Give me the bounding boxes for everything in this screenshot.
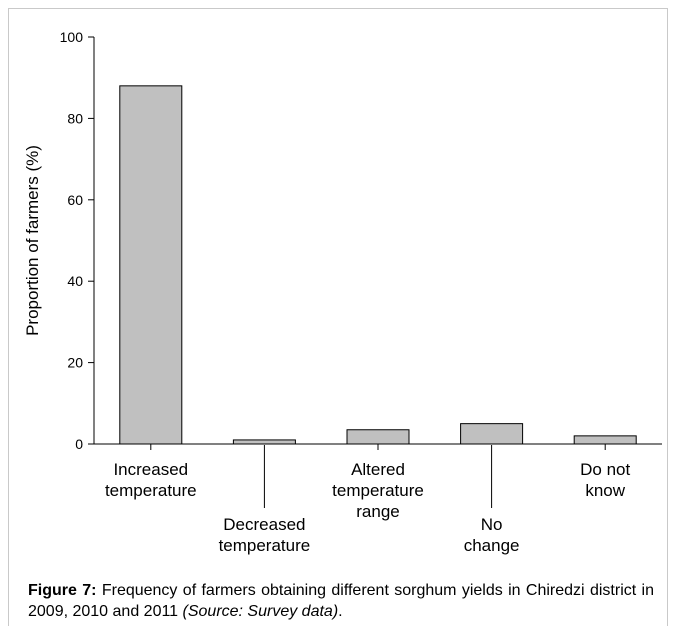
y-axis-label: Proportion of farmers (%) [23,145,42,336]
y-tick-label-5: 100 [60,29,84,45]
x-tick-label-1: Decreased temperature [219,515,311,555]
caption-text: Frequency of farmers obtaining different… [28,582,655,620]
caption-end: . [338,603,343,620]
y-tick-label-4: 80 [67,110,83,126]
y-tick-label-0: 0 [75,436,83,452]
figure-frame [8,8,668,626]
bar-2 [346,429,410,445]
bar-3 [460,423,524,445]
bar-0 [119,85,183,445]
y-tick-label-3: 60 [67,192,83,208]
y-tick-label-1: 20 [67,355,83,371]
bar-chart: 0 20 40 60 80 100 Proportion of farmers (%) Inc… [23,29,662,555]
x-tick-label-0: Increased temperature [105,460,197,500]
caption-label: Figure 7: [28,582,97,599]
x-tick-label-4: Do not know [580,460,630,500]
bar-4 [573,435,637,445]
caption-source: (Source: Survey data) [182,603,339,620]
y-tick-label-2: 40 [67,273,83,289]
bar-1 [232,439,296,445]
x-tick-label-2: Altered temperature range [332,460,424,521]
figure-caption: Figure 7: Frequency of farmers obtaining… [28,580,654,622]
x-tick-label-3: No change [464,515,520,555]
